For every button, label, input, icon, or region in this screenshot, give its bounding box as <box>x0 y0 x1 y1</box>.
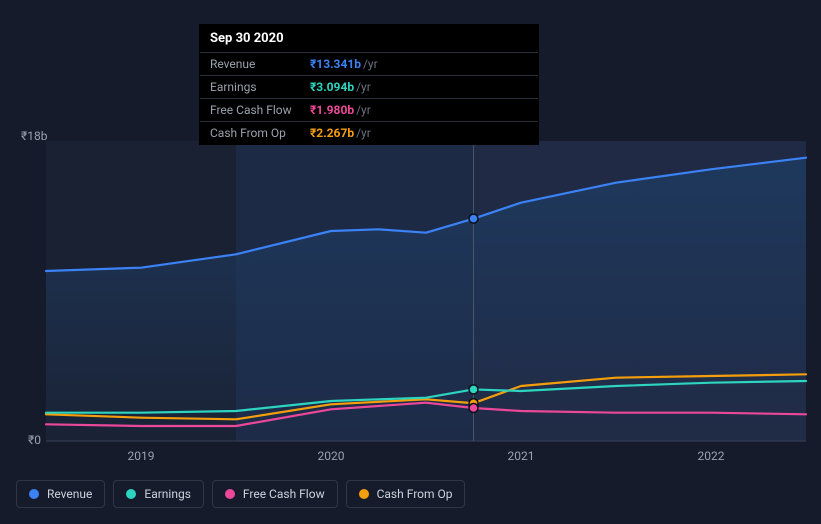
tooltip-row-label: Earnings <box>210 80 310 94</box>
tooltip-row-unit: /yr <box>363 57 378 71</box>
tooltip-row: Earnings₹3.094b /yr <box>200 76 538 99</box>
x-axis-tick: 2020 <box>318 449 345 463</box>
tooltip-row-label: Revenue <box>210 57 310 71</box>
tooltip: Sep 30 2020 Revenue₹13.341b /yrEarnings₹… <box>199 24 539 145</box>
tooltip-row: Revenue₹13.341b /yr <box>200 53 538 76</box>
legend-label: Revenue <box>47 487 92 501</box>
x-axis-tick: 2019 <box>128 449 155 463</box>
x-axis-tick: 2021 <box>508 449 535 463</box>
tooltip-row-value: ₹2.267b <box>310 126 354 140</box>
tooltip-title: Sep 30 2020 <box>200 25 538 53</box>
tooltip-row-value: ₹3.094b <box>310 80 354 94</box>
tooltip-row: Cash From Op₹2.267b /yr <box>200 122 538 144</box>
legend-label: Earnings <box>144 487 191 501</box>
legend-item[interactable]: Revenue <box>16 480 105 508</box>
legend-item[interactable]: Earnings <box>113 480 204 508</box>
tooltip-row-unit: /yr <box>356 103 371 117</box>
legend-label: Free Cash Flow <box>243 487 325 501</box>
legend-item[interactable]: Cash From Op <box>346 480 466 508</box>
tooltip-row-unit: /yr <box>356 80 371 94</box>
tooltip-row-unit: /yr <box>356 126 371 140</box>
tooltip-row: Free Cash Flow₹1.980b /yr <box>200 99 538 122</box>
tooltip-row-label: Cash From Op <box>210 126 310 140</box>
tooltip-row-value: ₹1.980b <box>310 103 354 117</box>
legend-dot <box>29 489 39 499</box>
chart-container: Sep 30 2020 Revenue₹13.341b /yrEarnings₹… <box>16 16 805 508</box>
legend-dot <box>359 489 369 499</box>
legend-dot <box>126 489 136 499</box>
tooltip-row-value: ₹13.341b <box>310 57 361 71</box>
x-axis-tick: 2022 <box>698 449 725 463</box>
legend: Revenue Earnings Free Cash Flow Cash From O… <box>16 480 465 508</box>
legend-item[interactable]: Free Cash Flow <box>212 480 338 508</box>
tooltip-row-label: Free Cash Flow <box>210 103 310 117</box>
legend-label: Cash From Op <box>377 487 453 501</box>
legend-dot <box>225 489 235 499</box>
